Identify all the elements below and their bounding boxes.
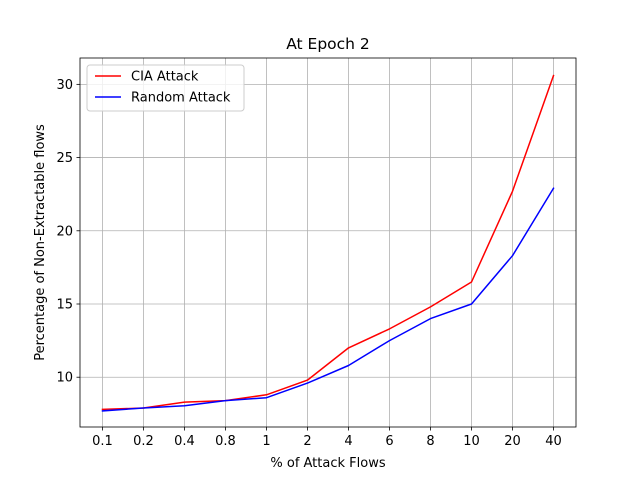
x-tick-label: 0.4 <box>174 434 195 449</box>
y-tick-label: 20 <box>56 224 73 239</box>
x-tick-label: 0.8 <box>215 434 236 449</box>
y-axis-label: Percentage of Non-Extractable flows <box>33 124 48 361</box>
x-tick-label: 8 <box>426 434 434 449</box>
x-tick-label: 0.2 <box>133 434 154 449</box>
plot-frame <box>79 57 577 428</box>
chart-title: At Epoch 2 <box>286 35 370 53</box>
x-axis-ticks: 0.1 0.2 0.4 0.8 1 2 4 6 8 10 20 40 <box>92 427 562 449</box>
legend-box <box>86 64 245 112</box>
y-axis-ticks: 10 15 20 25 30 <box>56 78 80 386</box>
x-tick-label: 0.1 <box>92 434 113 449</box>
y-tick-label: 15 <box>56 298 73 313</box>
x-tick-label: 2 <box>303 434 311 449</box>
x-tick-label: 10 <box>463 434 480 449</box>
series-line-1 <box>101 187 555 412</box>
legend-label: Random Attack <box>131 91 231 106</box>
x-tick-label: 20 <box>504 434 521 449</box>
legend-label: CIA Attack <box>131 70 199 85</box>
y-tick-label: 25 <box>56 151 73 166</box>
x-tick-label: 4 <box>344 434 352 449</box>
x-axis-label: % of Attack Flows <box>270 456 385 471</box>
legend: CIA Attack Random Attack <box>86 64 245 112</box>
x-tick-label: 1 <box>262 434 270 449</box>
y-tick-label: 30 <box>56 78 73 93</box>
series-line-0 <box>101 74 555 411</box>
x-tick-label: 6 <box>385 434 393 449</box>
x-tick-label: 40 <box>545 434 562 449</box>
series-lines <box>101 74 555 412</box>
y-tick-label: 10 <box>56 371 73 386</box>
grid-lines <box>80 58 576 427</box>
